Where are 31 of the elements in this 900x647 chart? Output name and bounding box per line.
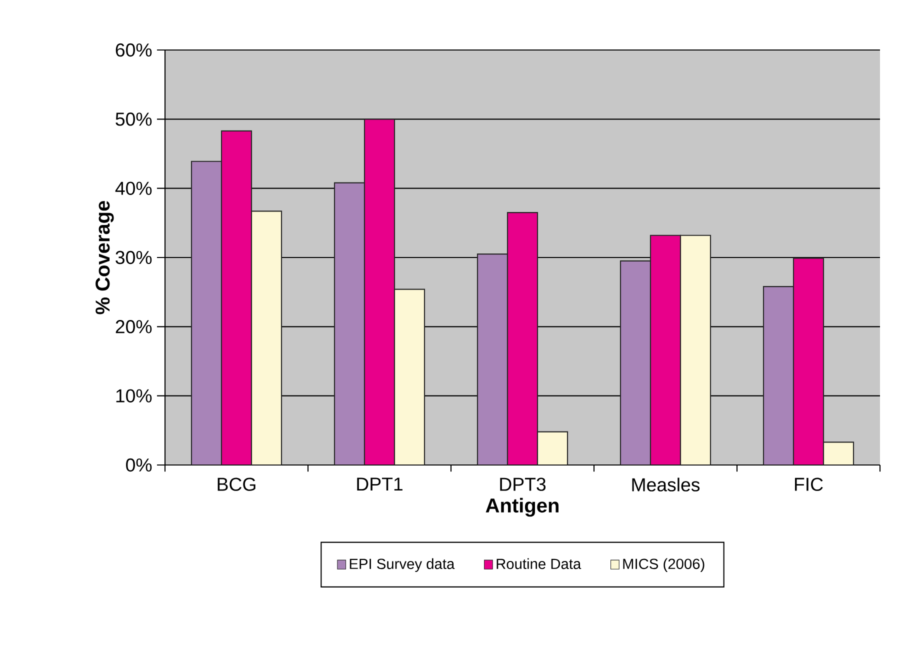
bar [364, 118, 396, 465]
bar [762, 286, 794, 465]
x-tick-label: FIC [794, 478, 823, 491]
x-tick-label: Measles [632, 478, 700, 492]
bar [620, 260, 652, 465]
bar [476, 254, 508, 465]
y-tick-label: 20% [116, 320, 152, 334]
y-tick-label: 10% [116, 389, 152, 402]
bar [650, 234, 682, 465]
y-tick-label: 60% [116, 43, 152, 57]
x-tick-label: DPT3 [500, 478, 546, 491]
bar [536, 431, 568, 465]
y-axis-title: % Coverage [96, 200, 114, 314]
bar [252, 211, 282, 465]
x-tick-label: BCG [218, 478, 256, 491]
bar [680, 234, 712, 465]
x-tick-label: DPT1 [357, 478, 402, 491]
bar [792, 258, 824, 465]
bar [506, 212, 538, 465]
y-tick-label: 50% [116, 112, 152, 126]
y-tick-label: 40% [115, 182, 152, 195]
x-axis-title: Antigen [486, 498, 558, 517]
legend-label: EPI Survey data [350, 558, 455, 572]
bar [334, 182, 366, 465]
legend-label: MICS (2006) [623, 558, 704, 572]
y-tick-label: 30% [116, 250, 152, 264]
legend-label: Routine Data [496, 558, 582, 570]
bar [394, 288, 426, 465]
bar [192, 161, 222, 465]
y-tick-label: 0% [126, 458, 152, 472]
bar [822, 442, 854, 465]
